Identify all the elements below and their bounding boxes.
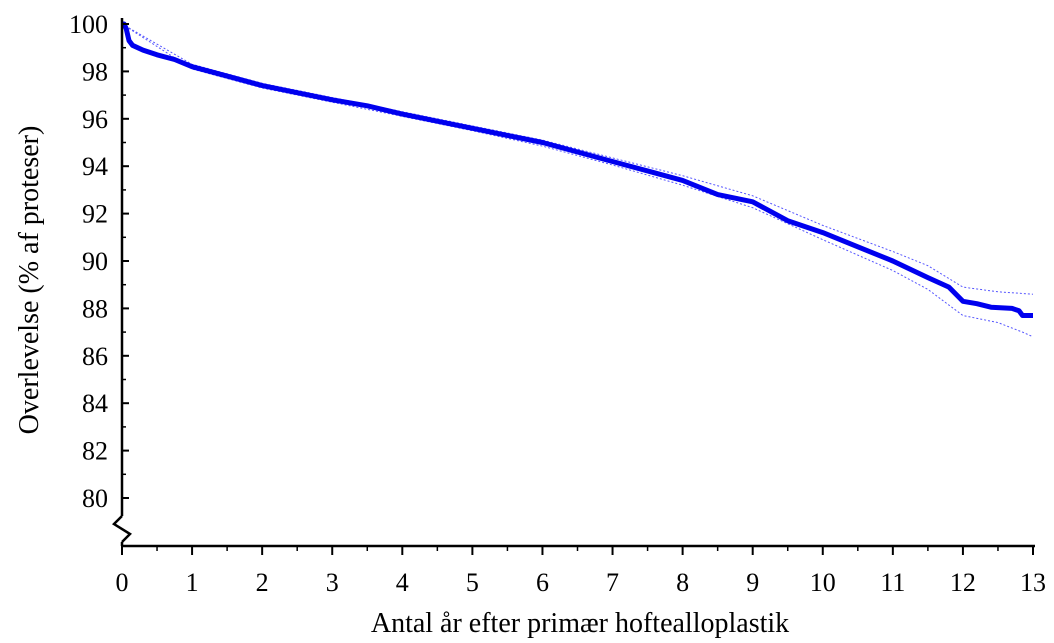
x-tick-label: 1 <box>186 568 199 597</box>
survival-line <box>121 21 1033 318</box>
x-tick-label: 4 <box>396 568 409 597</box>
x-tick-label: 5 <box>466 568 479 597</box>
x-tick-label: 8 <box>676 568 689 597</box>
y-tick-label: 86 <box>82 342 108 371</box>
axes <box>112 18 1035 548</box>
x-axis-title: Antal år efter primær hoftealloplastik <box>371 608 789 639</box>
y-tick-label: 90 <box>82 247 108 276</box>
x-tick-label: 2 <box>256 568 269 597</box>
y-tick-label: 98 <box>82 57 108 86</box>
x-tick-label: 0 <box>116 568 129 597</box>
upper-ci-line <box>121 23 1034 295</box>
x-tick-label: 7 <box>606 568 619 597</box>
x-tick-label: 6 <box>536 568 549 597</box>
survival-curve <box>121 21 1033 318</box>
confidence-band <box>121 23 1034 338</box>
y-tick-label: 100 <box>69 10 108 39</box>
lower-ci-line <box>121 23 1034 338</box>
x-tick-label: 3 <box>326 568 339 597</box>
y-tick-label: 94 <box>82 152 108 181</box>
y-tick-label: 92 <box>82 200 108 229</box>
x-tick-label: 12 <box>950 568 976 597</box>
axis-break-mark <box>112 515 132 543</box>
y-tick-label: 96 <box>82 105 108 134</box>
y-tick-label: 88 <box>82 294 108 323</box>
x-tick-label: 13 <box>1020 568 1046 597</box>
x-tick-label: 11 <box>880 568 905 597</box>
y-tick-label: 84 <box>82 389 108 418</box>
x-tick-label: 9 <box>746 568 759 597</box>
y-axis-title: Overlevelse (% af proteser) <box>14 126 45 435</box>
y-tick-label: 80 <box>82 484 108 513</box>
y-tick-label: 82 <box>82 437 108 466</box>
x-tick-label: 10 <box>810 568 836 597</box>
